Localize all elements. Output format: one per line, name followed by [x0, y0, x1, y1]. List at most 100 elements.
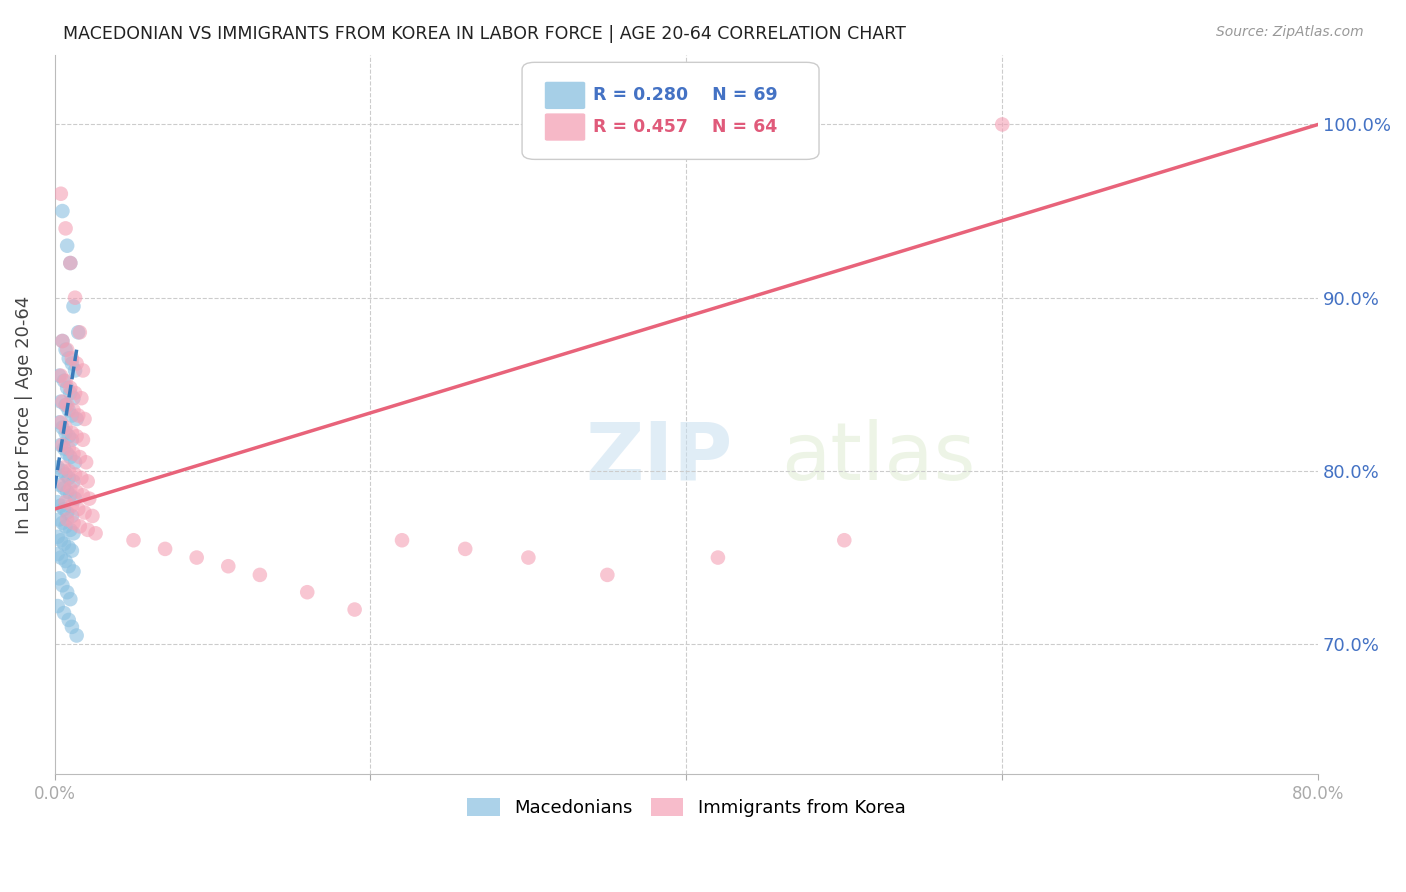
Point	[55, 467, 77, 482]
Point	[297, 585, 319, 599]
Point	[53, 477, 76, 491]
Text: MACEDONIAN VS IMMIGRANTS FROM KOREA IN LABOR FORCE | AGE 20-64 CORRELATION CHART: MACEDONIAN VS IMMIGRANTS FROM KOREA IN L…	[63, 25, 905, 43]
Point	[186, 550, 208, 565]
Point	[56, 585, 79, 599]
Point	[707, 550, 730, 565]
Point	[48, 477, 70, 491]
Point	[55, 425, 77, 440]
Text: Source: ZipAtlas.com: Source: ZipAtlas.com	[1216, 25, 1364, 39]
Point	[991, 118, 1014, 132]
Point	[56, 238, 79, 252]
Point	[58, 403, 80, 417]
Point	[51, 334, 73, 348]
Point	[48, 368, 70, 383]
Point	[63, 467, 86, 482]
Point	[73, 506, 96, 520]
Point	[49, 186, 72, 201]
Point	[343, 602, 366, 616]
Point	[46, 547, 69, 561]
Point	[62, 516, 84, 530]
Point	[77, 491, 100, 506]
Point	[49, 394, 72, 409]
FancyBboxPatch shape	[522, 62, 820, 160]
Point	[153, 541, 176, 556]
Point	[51, 204, 73, 219]
Point	[55, 420, 77, 434]
Point	[60, 425, 83, 440]
Point	[391, 533, 413, 548]
Point	[59, 481, 82, 495]
Y-axis label: In Labor Force | Age 20-64: In Labor Force | Age 20-64	[15, 295, 32, 533]
Point	[58, 613, 80, 627]
Point	[69, 519, 91, 533]
Point	[58, 559, 80, 574]
Point	[59, 592, 82, 607]
Point	[67, 409, 90, 423]
Point	[69, 326, 91, 340]
Point	[48, 512, 70, 526]
Point	[59, 450, 82, 464]
Point	[69, 450, 91, 464]
Point	[66, 484, 89, 499]
Point	[84, 526, 107, 541]
Point	[56, 484, 79, 499]
Point	[56, 512, 79, 526]
Point	[53, 374, 76, 388]
Point	[49, 438, 72, 452]
Point	[51, 516, 73, 530]
Point	[51, 464, 73, 478]
Point	[60, 508, 83, 523]
Point	[53, 442, 76, 456]
Point	[55, 374, 77, 388]
Point	[53, 460, 76, 475]
Point	[60, 433, 83, 447]
Point	[60, 543, 83, 558]
Point	[73, 412, 96, 426]
FancyBboxPatch shape	[544, 113, 585, 141]
Point	[59, 488, 82, 502]
Point	[60, 620, 83, 634]
Point	[63, 455, 86, 469]
Point	[55, 221, 77, 235]
Point	[49, 550, 72, 565]
Point	[72, 433, 94, 447]
Point	[60, 499, 83, 513]
Point	[49, 368, 72, 383]
Point	[66, 412, 89, 426]
Point	[454, 541, 477, 556]
Point	[55, 398, 77, 412]
Point	[56, 447, 79, 461]
Point	[62, 403, 84, 417]
Point	[58, 429, 80, 443]
Point	[70, 471, 93, 485]
Point	[56, 506, 79, 520]
Point	[72, 488, 94, 502]
Point	[56, 381, 79, 395]
Point	[46, 530, 69, 544]
Point	[46, 495, 69, 509]
Point	[62, 391, 84, 405]
Point	[63, 386, 86, 401]
Point	[58, 442, 80, 456]
Point	[58, 471, 80, 485]
Point	[62, 526, 84, 541]
Point	[517, 550, 540, 565]
Point	[62, 447, 84, 461]
Point	[59, 256, 82, 270]
Point	[48, 571, 70, 585]
Point	[56, 343, 79, 357]
Point	[51, 334, 73, 348]
Point	[49, 416, 72, 430]
Point	[59, 381, 82, 395]
Point	[59, 386, 82, 401]
Point	[66, 357, 89, 371]
Point	[63, 363, 86, 377]
Point	[55, 554, 77, 568]
Legend: Macedonians, Immigrants from Korea: Macedonians, Immigrants from Korea	[458, 789, 914, 826]
Point	[60, 357, 83, 371]
Point	[58, 351, 80, 366]
Point	[60, 409, 83, 423]
Point	[51, 578, 73, 592]
Point	[217, 559, 239, 574]
Point	[70, 391, 93, 405]
